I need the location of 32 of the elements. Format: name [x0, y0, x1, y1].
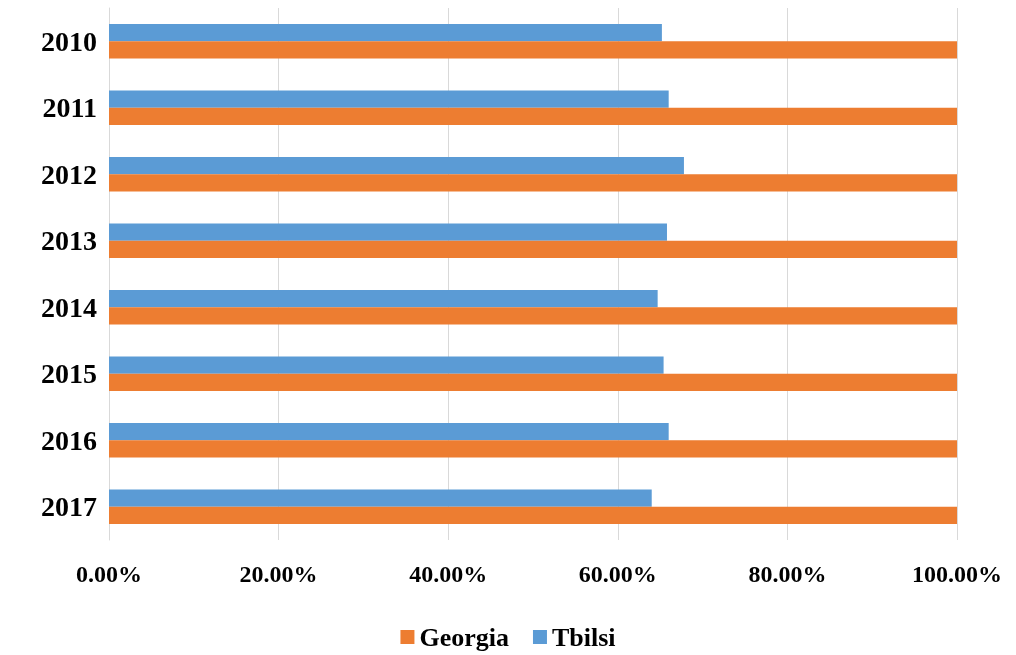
bar	[109, 307, 957, 325]
y-tick-label: 2016	[41, 424, 97, 456]
bar	[109, 223, 667, 241]
y-tick-label: 2011	[42, 92, 97, 124]
y-tick-label: 2015	[41, 358, 97, 390]
bar	[109, 356, 664, 374]
legend-label: Georgia	[419, 622, 509, 652]
bar	[109, 506, 957, 525]
y-tick-label: 2013	[41, 225, 97, 257]
legend-label: Tbilsi	[551, 622, 616, 652]
bar	[109, 440, 957, 458]
y-tick-label: 2014	[41, 291, 97, 323]
bar	[109, 174, 957, 192]
x-tick-label: 20.00%	[239, 561, 318, 587]
bar	[109, 107, 957, 126]
bar	[109, 289, 658, 308]
bar	[109, 373, 957, 392]
bar	[109, 90, 669, 108]
x-tick-label: 100.00%	[912, 561, 1002, 587]
x-tick-label: 60.00%	[578, 561, 657, 587]
bar	[109, 422, 669, 441]
y-tick-label: 2010	[41, 25, 97, 57]
bar	[109, 156, 684, 175]
bar	[109, 489, 652, 507]
y-tick-label: 2017	[41, 491, 97, 523]
bar	[109, 240, 957, 259]
x-tick-label: 40.00%	[409, 561, 488, 587]
bar	[109, 23, 662, 42]
y-tick-label: 2012	[41, 158, 97, 190]
bar	[109, 41, 957, 59]
x-tick-label: 0.00%	[76, 561, 142, 587]
x-tick-label: 80.00%	[748, 561, 827, 587]
